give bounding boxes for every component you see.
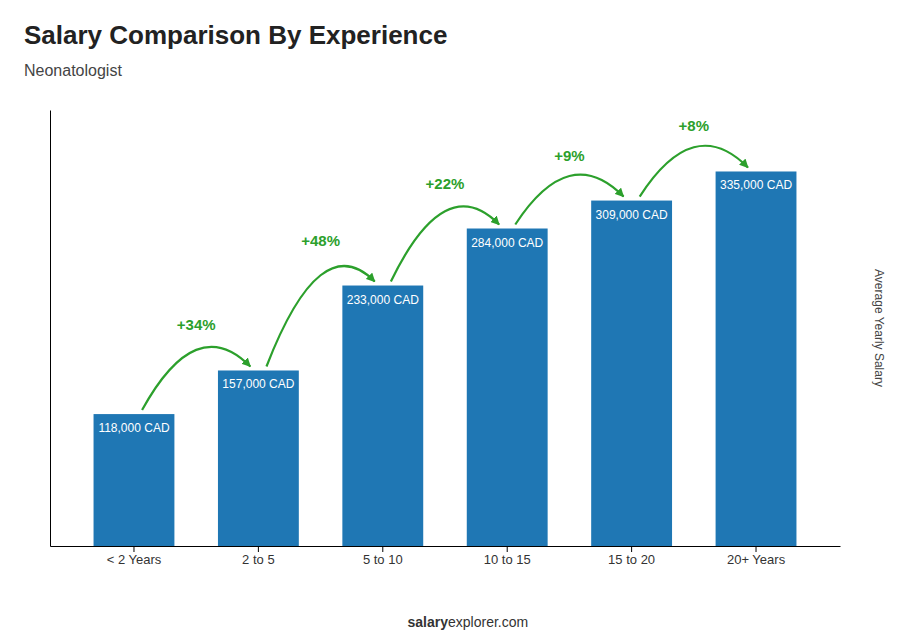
- title: Salary Comparison By Experience: [24, 20, 447, 50]
- x-tick-mark: [631, 546, 632, 552]
- chart-container: Salary Comparison By Experience Neonatolo…: [0, 0, 900, 641]
- x-tick-label: 20+ Years: [727, 552, 786, 567]
- data-label: 309,000 CAD: [596, 208, 668, 222]
- subtitle: Neonatologist: [24, 62, 122, 79]
- data-labels: 118,000 CAD 157,000 CAD 233,000 CAD 284,000…: [98, 178, 792, 435]
- y-axis: [50, 111, 51, 547]
- x-tick: 20+ Years: [727, 546, 786, 567]
- change-label: +9%: [554, 147, 584, 164]
- x-tick-mark: [507, 546, 508, 552]
- x-tick: < 2 Years: [107, 546, 162, 567]
- y-axis-title: Average Yearly Salary: [872, 269, 886, 387]
- change-arrow: [515, 175, 623, 225]
- plot: < 2 Years 2 to 5 5 to 10 10 to 15 15 to 20 20…: [51, 111, 841, 568]
- x-tick-label: 2 to 5: [242, 552, 275, 567]
- x-tick-label: 15 to 20: [608, 552, 655, 567]
- x-tick-mark: [133, 546, 134, 552]
- data-label: 335,000 CAD: [720, 178, 792, 192]
- change-arrow: [640, 146, 748, 197]
- chart-svg: Salary Comparison By Experience Neonatolo…: [0, 0, 900, 641]
- x-axis-line: [51, 546, 841, 547]
- data-label: 118,000 CAD: [98, 421, 169, 435]
- bar: [342, 286, 423, 546]
- x-tick-label: < 2 Years: [107, 552, 162, 567]
- change-label: +22%: [426, 175, 465, 192]
- x-tick-label: 5 to 10: [363, 552, 403, 567]
- annotations: +34% +48% +22% +9% +8%: [142, 117, 748, 410]
- data-label: 157,000 CAD: [222, 377, 294, 391]
- x-tick-mark: [382, 546, 383, 552]
- bar: [467, 229, 548, 546]
- change-label: +48%: [301, 232, 340, 249]
- x-tick: 10 to 15: [484, 546, 531, 567]
- data-label: 284,000 CAD: [471, 236, 543, 250]
- x-tick: 2 to 5: [242, 546, 275, 567]
- change-label: +8%: [679, 117, 709, 134]
- x-tick-mark: [258, 546, 259, 552]
- bars: [94, 171, 797, 546]
- x-axis: < 2 Years 2 to 5 5 to 10 10 to 15 15 to 20 20…: [51, 546, 841, 567]
- x-tick-mark: [756, 546, 757, 552]
- bar: [591, 201, 672, 546]
- bar: [716, 171, 797, 546]
- footer-bold: salary: [408, 614, 449, 630]
- bar: [94, 414, 175, 546]
- x-tick: 15 to 20: [608, 546, 655, 567]
- change-label: +34%: [177, 316, 216, 333]
- x-tick-label: 10 to 15: [484, 552, 531, 567]
- data-label: 233,000 CAD: [347, 293, 419, 307]
- change-arrow: [391, 206, 499, 281]
- change-arrow: [266, 266, 374, 366]
- bar: [218, 370, 299, 546]
- y-axis-line: [50, 111, 51, 547]
- x-tick: 5 to 10: [363, 546, 403, 567]
- footer-plain: explorer.com: [448, 614, 528, 630]
- change-arrow: [142, 347, 250, 410]
